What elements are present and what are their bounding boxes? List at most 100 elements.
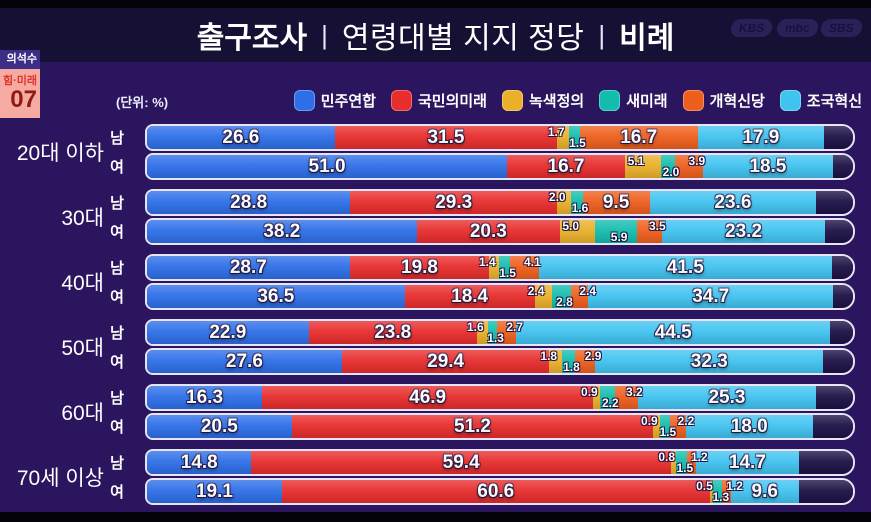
- segment-새미래: [571, 191, 583, 214]
- segment-remainder: [833, 285, 853, 308]
- segment-개혁신당: [571, 285, 589, 308]
- segment-value: 23.8: [374, 321, 412, 343]
- segment-value: 18.0: [730, 415, 768, 437]
- segment-새미래: [595, 220, 637, 243]
- segment-value: 29.4: [427, 350, 465, 372]
- segment-새미래: [713, 480, 723, 503]
- segment-국민의미래: 29.4: [341, 350, 550, 373]
- segment-remainder: [799, 451, 853, 474]
- mbc-logo: mbc: [775, 19, 819, 37]
- segment-개혁신당: [670, 415, 686, 438]
- segment-value: 14.8: [180, 451, 218, 473]
- segment-value-small: 2.8: [556, 295, 573, 309]
- segment-녹색정의: [624, 155, 661, 178]
- stacked-bar-50대-여: 27.6 29.4 1.8 1.8 2.9 32.3: [145, 348, 855, 375]
- segment-녹색정의: [534, 285, 552, 308]
- segment-value: 23.6: [714, 191, 752, 213]
- segment-value-small: 1.5: [569, 136, 586, 150]
- segment-value-small: 2.0: [662, 165, 680, 179]
- segment-value: 51.2: [453, 415, 491, 437]
- segment-value-small: 1.5: [676, 461, 694, 475]
- party-legend: 민주연합 국민의미래 녹색정의 새미래 개혁신당 조국혁신: [293, 88, 862, 112]
- segment-녹색정의: [560, 220, 596, 243]
- legend-label: 새미래: [626, 92, 668, 110]
- legend-swatch-icon: [390, 89, 412, 111]
- age-group-40대: 40대 남 28.7 19.8 1.4 1.5 4.1 41.5 여 36.5 18.4 2.4 2.8…: [0, 254, 871, 310]
- segment-value-small: 2.2: [677, 414, 695, 428]
- segment-remainder: [830, 321, 853, 344]
- sex-label-남: 남: [110, 130, 124, 147]
- segment-value: 41.5: [666, 256, 704, 278]
- segment-value: 23.2: [725, 220, 763, 242]
- segment-value: 31.5: [427, 126, 465, 148]
- segment-새미래: [551, 285, 572, 308]
- sex-label-남: 남: [110, 455, 124, 472]
- segment-remainder: [798, 480, 853, 503]
- segment-value: 60.6: [477, 480, 515, 502]
- legend-item-4: 개혁신당: [682, 89, 765, 111]
- segment-개혁신당: 16.7: [579, 126, 698, 149]
- legend-label: 조국혁신: [806, 92, 862, 110]
- segment-민주연합: 28.8: [147, 191, 351, 214]
- segment-value: 14.7: [728, 451, 766, 473]
- segment-녹색정의: [549, 350, 563, 373]
- segment-새미래: [569, 126, 580, 149]
- segment-국민의미래: 29.3: [350, 191, 558, 214]
- segment-민주연합: 19.1: [147, 480, 282, 503]
- segment-value: 20.3: [469, 220, 507, 242]
- segment-value-small: 3.9: [688, 154, 706, 168]
- segment-국민의미래: 19.8: [349, 256, 490, 279]
- segment-국민의미래: 20.3: [416, 220, 560, 243]
- age-group-label: 30대: [61, 207, 104, 230]
- segment-value: 16.3: [186, 386, 224, 408]
- segment-value-small: 2.7: [506, 320, 524, 334]
- segment-value-small: 1.8: [540, 349, 558, 363]
- sex-label-여: 여: [110, 354, 124, 371]
- seat-count-header: 의석수: [0, 50, 40, 69]
- age-group-70세 이상: 70세 이상 남 14.8 59.4 0.8 1.5 1.2 14.7 여 19.1 60.6 0.5…: [0, 449, 871, 505]
- segment-개혁신당: [687, 451, 696, 474]
- segment-개혁신당: 9.5: [582, 191, 650, 214]
- segment-민주연합: 51.0: [147, 155, 508, 178]
- segment-국민의미래: 18.4: [404, 285, 535, 308]
- segment-value: 36.5: [257, 285, 295, 307]
- segment-민주연합: 26.6: [147, 126, 335, 149]
- segment-value-small: 3.5: [648, 219, 666, 233]
- age-group-label: 70세 이상: [16, 467, 104, 490]
- sex-label-남: 남: [110, 195, 124, 212]
- sex-label-남: 남: [110, 260, 124, 277]
- segment-value-small: 2.4: [579, 284, 597, 298]
- segment-value: 28.7: [229, 256, 267, 278]
- legend-label: 민주연합: [320, 92, 376, 110]
- segment-value-small: 5.0: [562, 219, 579, 233]
- unit-label: (단위: %): [116, 95, 169, 110]
- age-group-20대 이하: 20대 이하 남 26.6 31.5 1.7 1.5 16.7 17.9 여 51.0 16.7 5.…: [0, 124, 871, 180]
- segment-국민의미래: 23.8: [308, 321, 477, 344]
- segment-value: 22.9: [209, 321, 247, 343]
- segment-조국혁신: 18.5: [702, 155, 834, 178]
- sex-label-여: 여: [110, 289, 124, 306]
- segment-조국혁신: 25.3: [637, 386, 817, 409]
- segment-value-small: 5.9: [610, 230, 628, 244]
- segment-녹색정의: [709, 480, 714, 503]
- segment-value: 44.5: [654, 321, 692, 343]
- title-proportional: 비례: [619, 22, 675, 55]
- segment-녹색정의: [489, 256, 500, 279]
- segment-새미래: [676, 451, 688, 474]
- segment-개혁신당: [574, 350, 596, 373]
- top-letterbox-strip: [0, 0, 871, 8]
- segment-remainder: [823, 126, 853, 149]
- segment-새미래: [562, 350, 575, 373]
- segment-민주연합: 38.2: [147, 220, 417, 243]
- segment-value-small: 1.6: [571, 201, 589, 215]
- seat-party-name: 힘·미래: [2, 75, 37, 87]
- stacked-bar-70세 이상-여: 19.1 60.6 0.5 1.3 1.2 9.6: [145, 478, 855, 505]
- segment-value: 19.1: [195, 480, 233, 502]
- stacked-bar-40대-남: 28.7 19.8 1.4 1.5 4.1 41.5: [145, 254, 855, 281]
- segment-value-small: 0.9: [581, 385, 598, 399]
- age-group-30대: 30대 남 28.8 29.3 2.0 1.6 9.5 23.6 여 38.2 20.3 5.0 5.9…: [0, 189, 871, 245]
- segment-value: 16.7: [547, 155, 585, 177]
- chart-rows: 20대 이하 남 26.6 31.5 1.7 1.5 16.7 17.9 여 51.0 16.7 5.…: [0, 124, 871, 514]
- segment-새미래: [660, 155, 676, 178]
